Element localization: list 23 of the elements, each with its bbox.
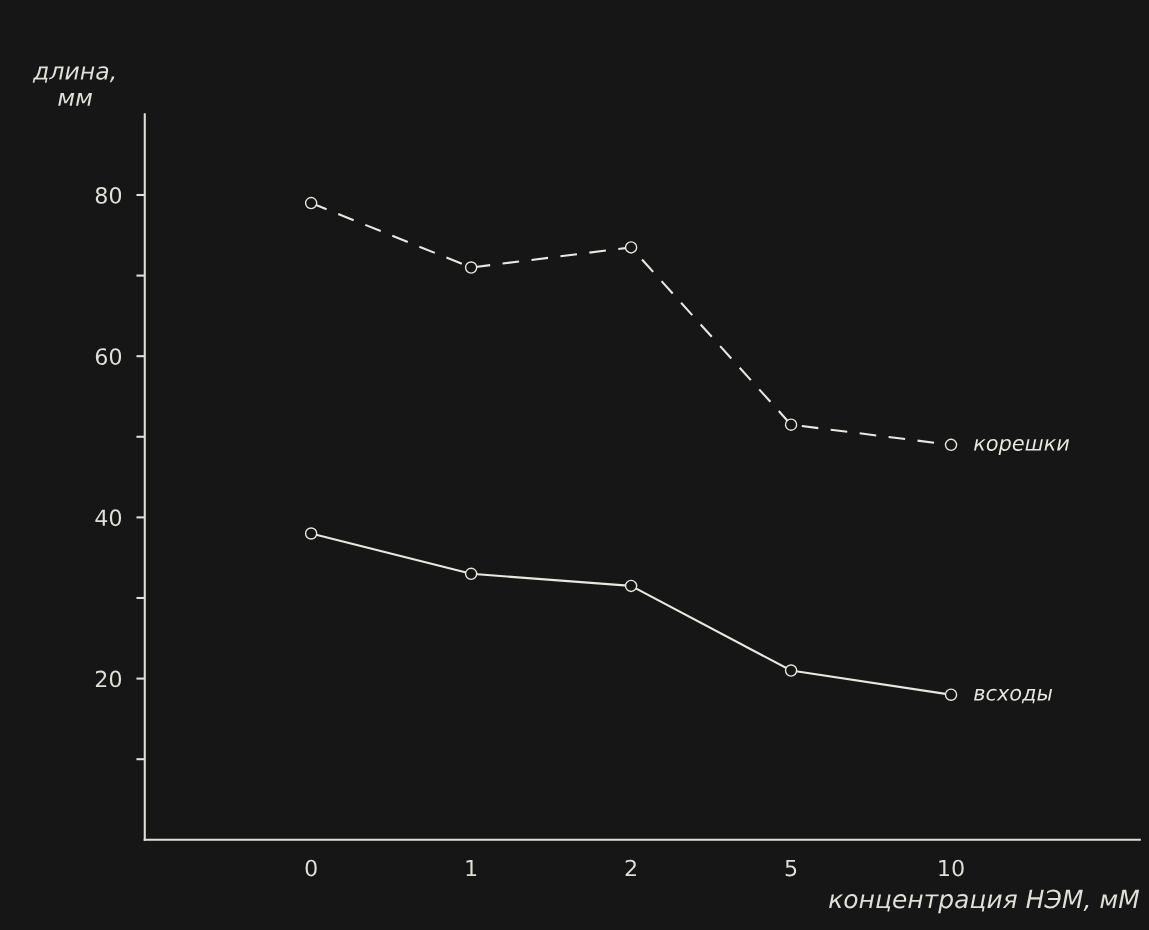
x-tick-label: 0 xyxy=(305,859,317,877)
point xyxy=(944,688,958,701)
y-tick-label: 80 xyxy=(95,186,122,204)
y-tick-label: 20 xyxy=(95,670,122,688)
x-tick-label: 2 xyxy=(625,859,636,877)
y-tick-label: 60 xyxy=(95,348,122,365)
x-tick-label: 5 xyxy=(785,859,797,877)
point xyxy=(784,418,798,431)
x-tick-label: 10 xyxy=(939,859,964,877)
x-axis-title: концентрация НЭМ, мМ xyxy=(829,889,1140,914)
point xyxy=(304,527,318,540)
point xyxy=(464,261,478,274)
x-tick-label: 1 xyxy=(466,859,477,877)
point xyxy=(784,664,798,677)
point xyxy=(304,196,318,210)
point xyxy=(944,438,958,452)
point xyxy=(624,241,638,254)
y-tick-label: 40 xyxy=(95,509,122,527)
y-axis-title: длина, мм xyxy=(32,66,115,106)
series-label: всходы xyxy=(974,688,1053,704)
series-label: корешки xyxy=(974,438,1070,455)
point xyxy=(624,579,638,593)
point xyxy=(464,567,478,581)
